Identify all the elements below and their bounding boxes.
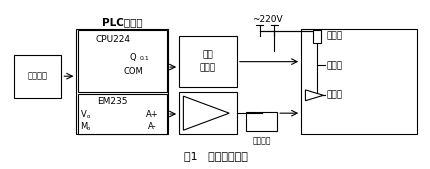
Text: COM: COM [123,67,143,76]
Bar [77,30,167,92]
Text: 电动势: 电动势 [326,61,342,70]
Text: o: o [87,114,90,119]
Text: A+: A+ [145,110,158,119]
Text: V: V [80,110,86,119]
Text: 冷端补偿: 冷端补偿 [252,136,270,145]
Text: 固态
继电器: 固态 继电器 [200,51,215,73]
Bar [313,30,320,43]
Bar [179,92,237,134]
Bar [14,55,61,98]
Text: M: M [80,122,87,131]
Polygon shape [183,96,229,130]
Polygon shape [305,90,322,101]
Text: Q: Q [130,53,136,62]
Text: o: o [87,126,90,131]
Text: CPU224: CPU224 [95,35,130,44]
Bar [301,29,416,134]
Bar [179,36,237,87]
Text: 图1   系统结构框图: 图1 系统结构框图 [183,151,247,161]
Text: ~220V: ~220V [251,15,282,24]
Text: 电阻丝: 电阻丝 [326,32,342,41]
Bar [76,29,168,134]
Text: 0.1: 0.1 [139,56,149,61]
Text: 热电偶: 热电偶 [326,91,342,100]
Bar [77,94,167,134]
Text: PLC控制器: PLC控制器 [102,17,143,27]
Text: 显示仪表: 显示仪表 [28,72,48,81]
Text: EM235: EM235 [97,98,128,106]
Bar [246,112,276,131]
Text: A-: A- [147,122,156,131]
